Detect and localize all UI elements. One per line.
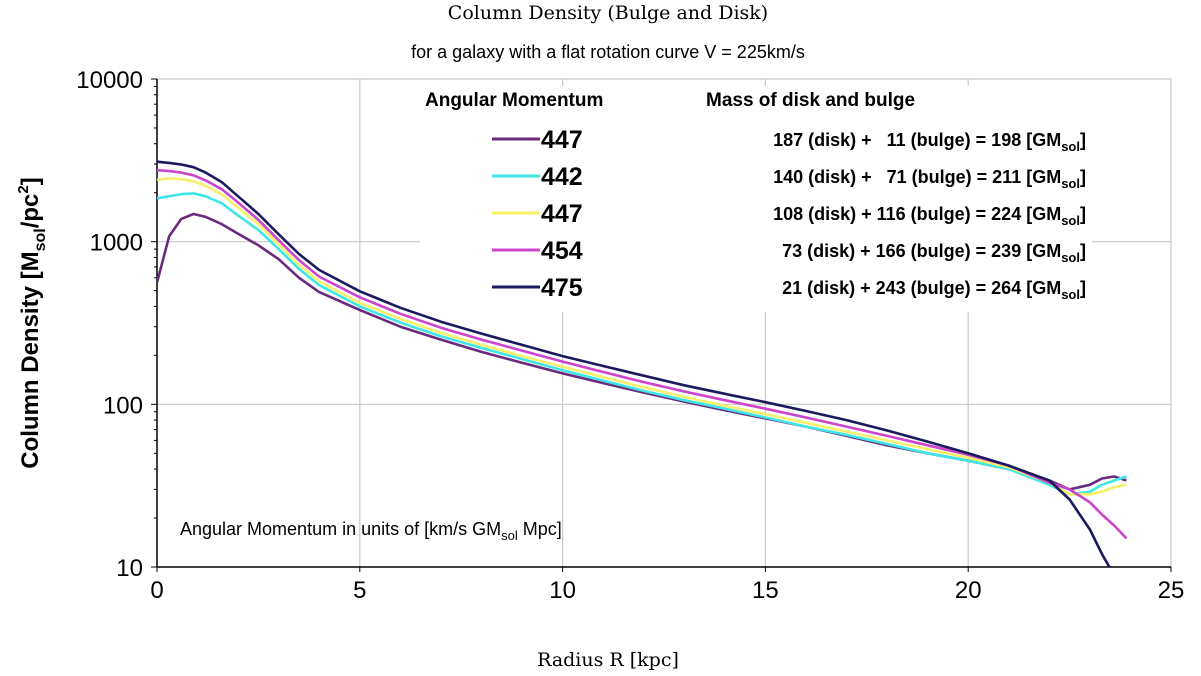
legend-mass-4: 73 (disk) + 166 (bulge) = 239 [GMsol] [782, 241, 1086, 265]
units-annotation-sub: sol [501, 528, 518, 543]
legend-momentum-5: 475 [541, 274, 583, 302]
chart-subtitle: for a galaxy with a flat rotation curve … [411, 42, 805, 62]
legend-header-momentum: Angular Momentum [425, 90, 603, 111]
legend-momentum-2: 442 [541, 163, 583, 191]
series-line-5 [157, 160, 1111, 567]
y-tick-label: 1000 [90, 230, 143, 257]
y-tick-label: 10 [116, 555, 143, 582]
y-tick-label: 10000 [76, 67, 143, 94]
y-axis-label-main: Column Density [M [17, 251, 44, 468]
axes [151, 78, 1172, 572]
legend-momentum-4: 454 [541, 237, 583, 265]
legend: Angular Momentum Mass of disk and bulge … [420, 86, 1092, 312]
series-line-2 [157, 192, 1127, 496]
x-tick-label: 5 [353, 577, 366, 604]
legend-mass-1: 187 (disk) + 11 (bulge) = 198 [GMsol] [773, 130, 1086, 154]
chart-title: Column Density (Bulge and Disk) [448, 2, 768, 24]
x-tick-label: 25 [1158, 577, 1185, 604]
tick-labels: 0 5 10 15 20 25 10 100 1000 10000 [76, 67, 1184, 604]
y-axis-label-end: ] [17, 177, 44, 185]
units-annotation-post: Mpc] [518, 519, 562, 539]
y-axis-label: Column Density [Msol/pc2] [15, 177, 49, 469]
legend-momentum-1: 447 [541, 126, 583, 154]
y-axis-label-mid: /pc [17, 194, 44, 229]
legend-mass-3: 108 (disk) + 116 (bulge) = 224 [GMsol] [773, 204, 1086, 228]
units-annotation: Angular Momentum in units of [km/s GMsol… [180, 519, 562, 543]
y-tick-label: 100 [103, 392, 143, 419]
x-tick-label: 10 [549, 577, 576, 604]
y-axis-label-sub: sol [32, 228, 49, 251]
legend-mass-2: 140 (disk) + 71 (bulge) = 211 [GMsol] [773, 167, 1086, 191]
legend-background [420, 86, 1092, 312]
x-axis-label: Radius R [kpc] [537, 649, 679, 671]
legend-mass-5: 21 (disk) + 243 (bulge) = 264 [GMsol] [782, 278, 1086, 302]
x-tick-label: 15 [752, 577, 779, 604]
x-tick-label: 20 [955, 577, 982, 604]
legend-rows: 447 187 (disk) + 11 (bulge) = 198 [GMsol]… [492, 126, 1086, 302]
y-axis-label-sup: 2 [15, 185, 32, 193]
series-lines [157, 160, 1128, 567]
legend-momentum-3: 447 [541, 200, 583, 228]
x-tick-label: 0 [150, 577, 163, 604]
units-annotation-pre: Angular Momentum in units of [km/s GM [180, 519, 501, 539]
legend-header-mass: Mass of disk and bulge [706, 90, 915, 111]
